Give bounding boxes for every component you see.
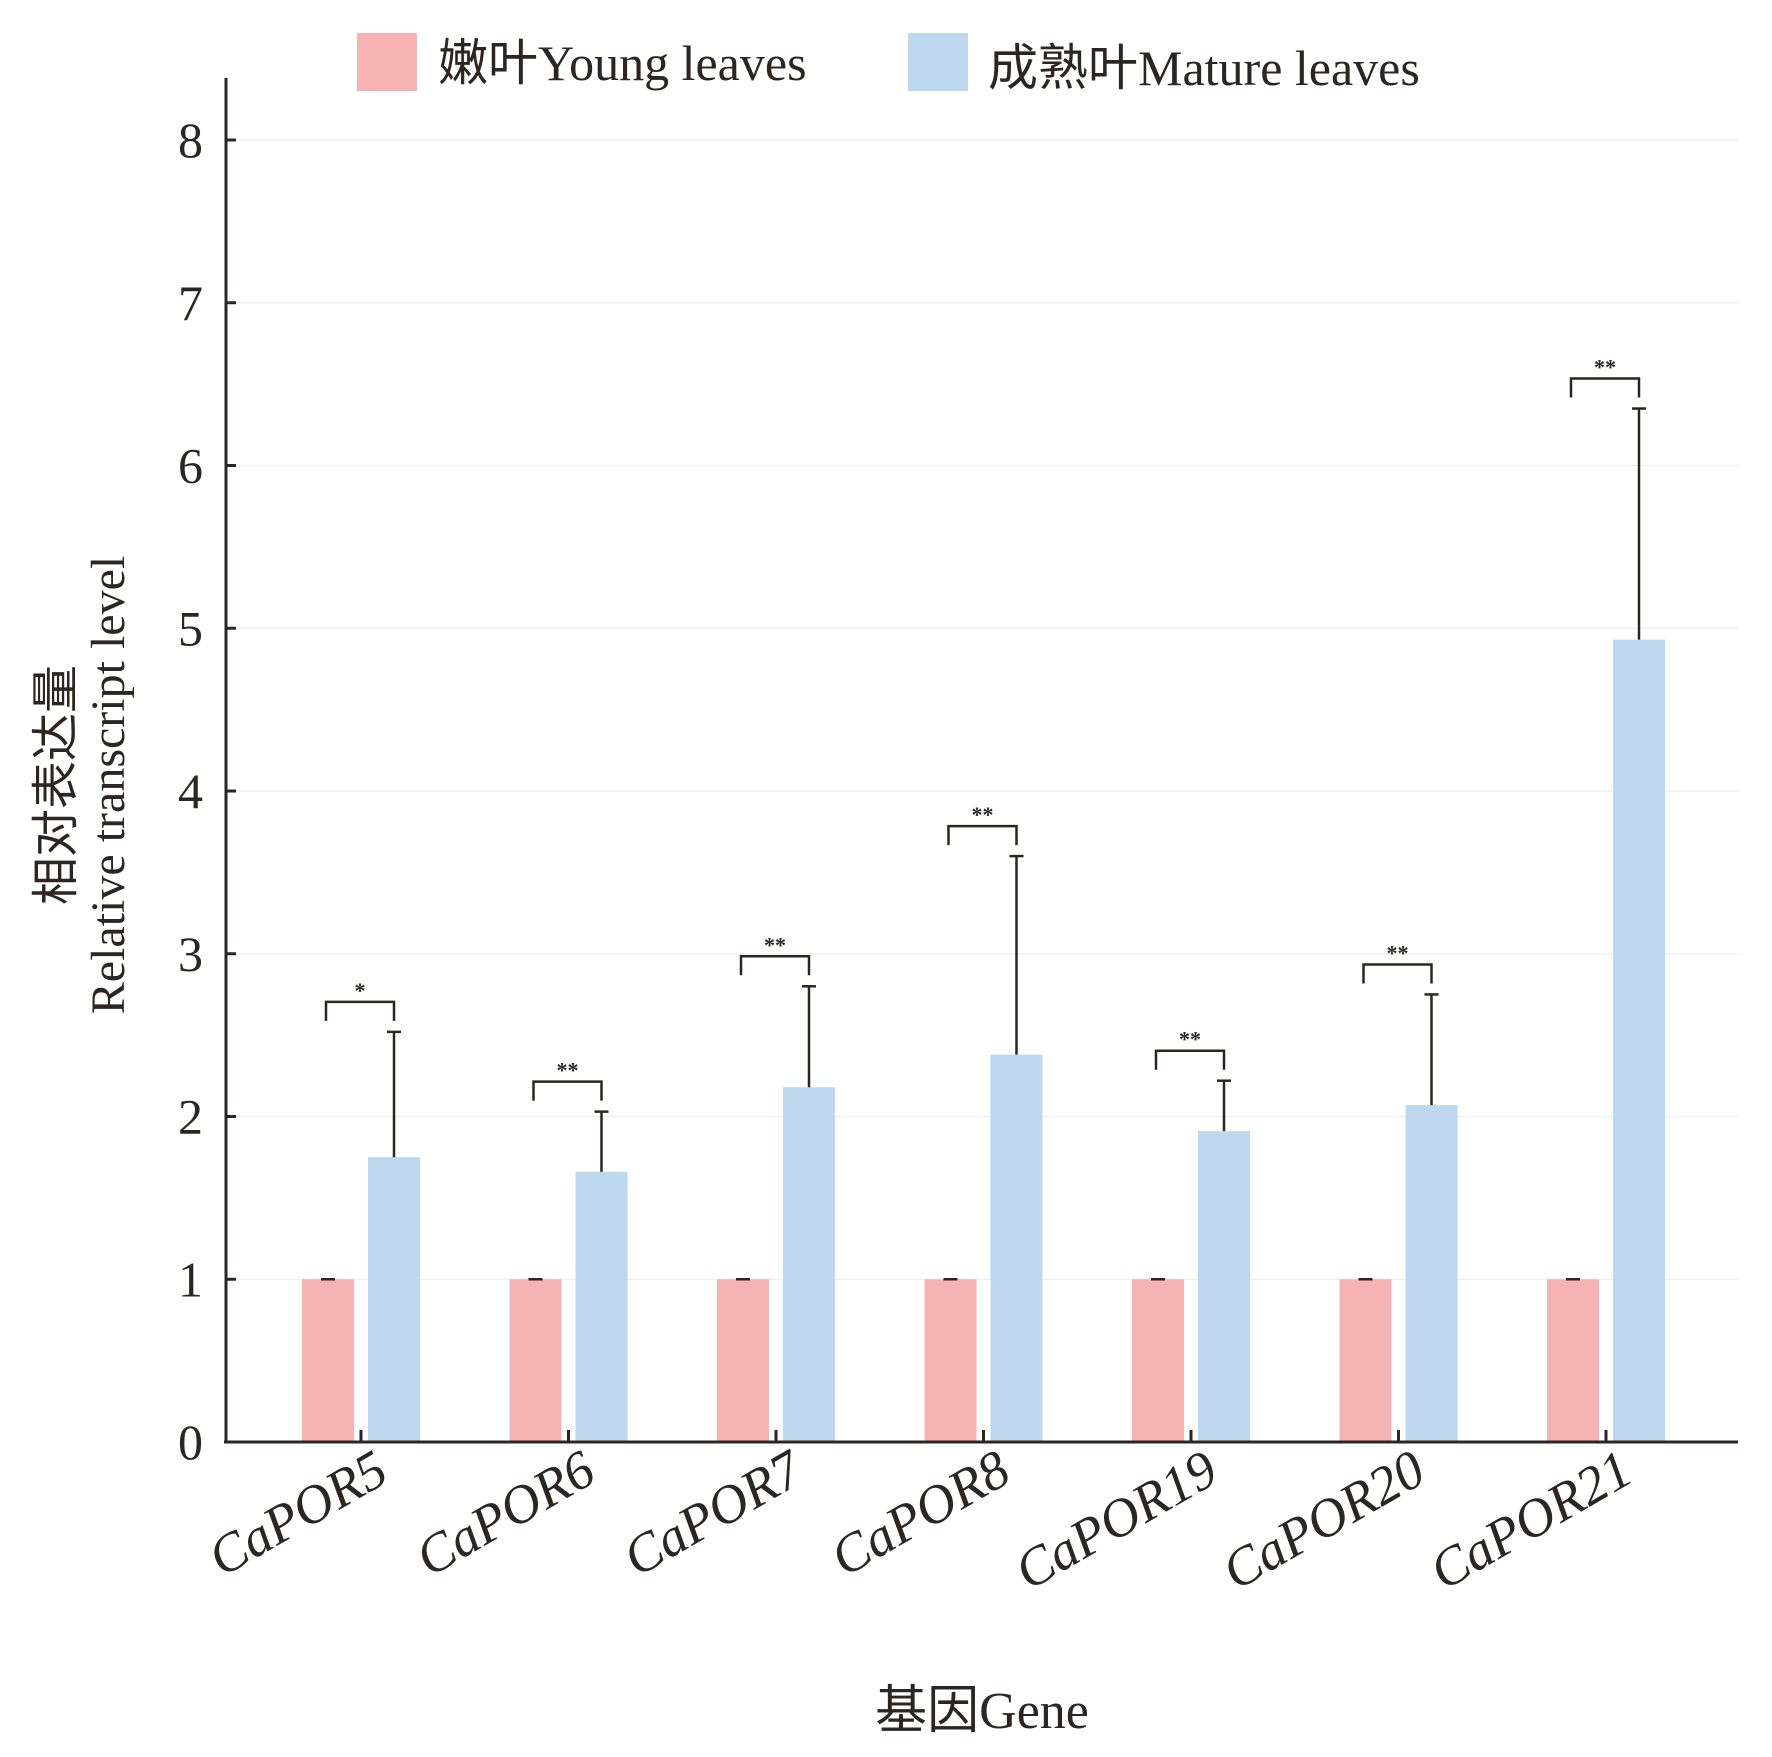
legend-label-mature: 成熟叶Mature leaves (988, 40, 1420, 96)
y-tick-label: 3 (178, 926, 203, 982)
significance-markers: ************* (324, 355, 1641, 1101)
bar-mature-CaPOR20 (1405, 1105, 1458, 1442)
bar-young-CaPOR20 (1339, 1279, 1392, 1442)
bar-mature-CaPOR19 (1198, 1131, 1250, 1442)
significance-bracket (1569, 377, 1641, 398)
bar-young-CaPOR5 (302, 1279, 354, 1442)
y-ticks: 0 1 2 3 4 5 6 7 8 (178, 112, 236, 1470)
significance-label: ** (764, 932, 786, 957)
y-tick-label: 0 (178, 1414, 203, 1470)
significance-label: ** (1594, 355, 1616, 380)
significance-bracket (1154, 1049, 1226, 1070)
bar-mature-CaPOR6 (575, 1171, 628, 1442)
y-axis-label-cn: 相对表达量 (30, 665, 83, 905)
significance-label: ** (1179, 1027, 1201, 1052)
bar-young-CaPOR21 (1547, 1279, 1599, 1442)
y-tick-label: 7 (178, 275, 203, 331)
significance-label: ** (1387, 940, 1409, 965)
y-tick-label: 5 (178, 600, 203, 656)
x-tick-label: CaPOR20 (1212, 1438, 1434, 1601)
bar-mature-CaPOR21 (1613, 639, 1665, 1442)
y-axis-label: 相对表达量 Relative transcript level (30, 556, 135, 1014)
x-axis-label: 基因Gene (875, 1683, 1089, 1740)
bar-young-CaPOR7 (717, 1279, 769, 1442)
significance-label: ** (557, 1058, 579, 1083)
x-tick-label: CaPOR6 (406, 1438, 605, 1587)
legend-label-young: 嫩叶Young leaves (438, 35, 807, 91)
legend-swatch-young (357, 33, 417, 91)
bar-mature-CaPOR8 (990, 1054, 1043, 1442)
significance-bracket (1362, 963, 1433, 984)
bar-mature-CaPOR7 (783, 1087, 835, 1442)
y-tick-label: 1 (178, 1251, 203, 1307)
gridlines (226, 139, 1738, 1280)
x-tick-label: CaPOR19 (1005, 1438, 1227, 1601)
error-bars (321, 407, 1646, 1281)
bars (302, 639, 1665, 1442)
y-tick-label: 6 (178, 438, 203, 494)
bar-young-CaPOR6 (509, 1279, 562, 1442)
bar-mature-CaPOR5 (368, 1157, 420, 1442)
y-axis-label-en: Relative transcript level (82, 556, 135, 1014)
x-tick-label: CaPOR7 (613, 1437, 814, 1587)
axes (224, 78, 1738, 1444)
y-tick-label: 4 (178, 763, 203, 819)
legend-swatch-mature (908, 33, 968, 91)
y-tick-label: 8 (178, 112, 203, 168)
significance-label: * (355, 978, 366, 1003)
x-tick-label: CaPOR5 (198, 1438, 397, 1587)
legend: 嫩叶Young leaves 成熟叶Mature leaves (357, 33, 1420, 96)
y-tick-label: 2 (178, 1089, 203, 1145)
significance-bracket (532, 1080, 603, 1101)
bar-young-CaPOR19 (1132, 1279, 1184, 1442)
x-tick-labels: CaPOR5 CaPOR6 CaPOR7 CaPOR8CaPOR19CaPOR20Ca… (198, 1430, 1642, 1601)
bar-young-CaPOR8 (924, 1279, 977, 1442)
x-tick-label: CaPOR8 (821, 1438, 1020, 1587)
x-tick-label: CaPOR21 (1420, 1438, 1642, 1601)
significance-label: ** (972, 802, 994, 827)
significance-bracket (324, 1000, 396, 1021)
significance-bracket (947, 824, 1018, 846)
significance-bracket (739, 955, 811, 976)
